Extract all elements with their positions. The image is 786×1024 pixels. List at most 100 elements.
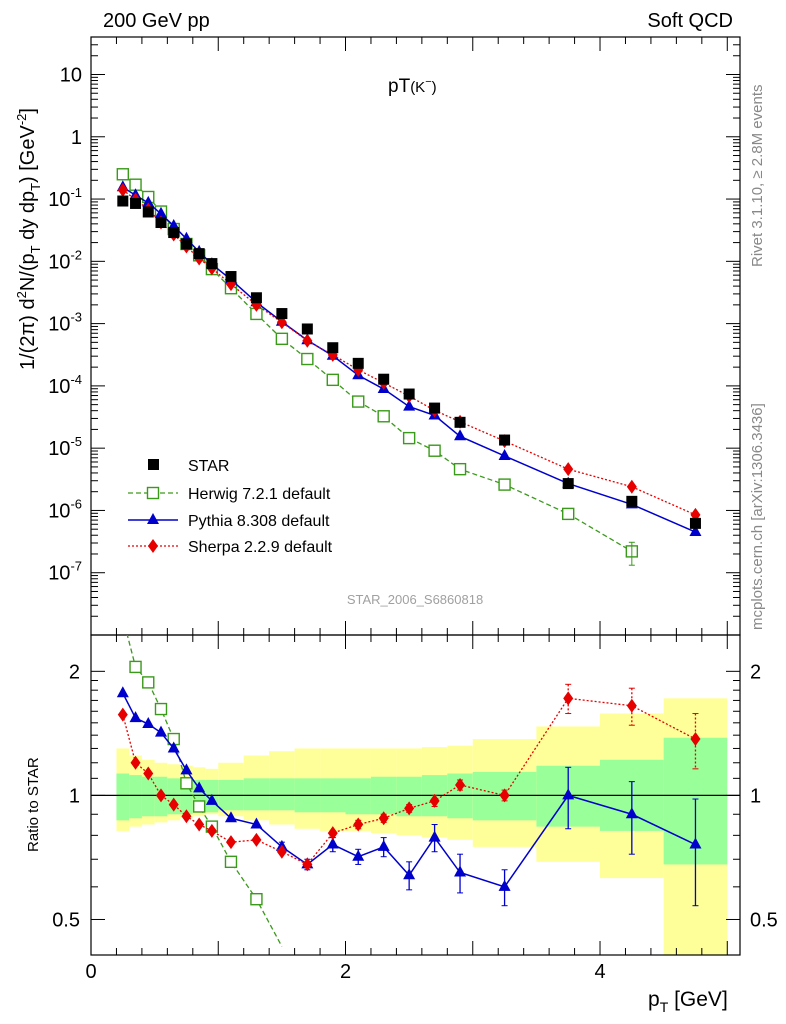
- ratio-point-herwig: [192, 800, 206, 813]
- main-point-herwig: [275, 332, 289, 346]
- main-point-star: [403, 388, 415, 400]
- y-tick-exponent: -3: [70, 310, 82, 325]
- main-point-star: [142, 206, 154, 218]
- x-axis-label: pT [GeV]: [648, 988, 728, 1015]
- y-tick-label: 10: [60, 64, 82, 86]
- side-text-mcplots: mcplots.cern.ch [arXiv:1306.3436]: [749, 403, 766, 630]
- ratio-point-pythia: [224, 811, 237, 823]
- main-point-herwig: [326, 373, 339, 387]
- ratio-point-pythia: [180, 763, 193, 775]
- main-point-sherpa: [117, 182, 128, 197]
- y-tick-label: 10-3: [48, 310, 82, 336]
- main-point-herwig: [562, 507, 575, 521]
- x-tick-label: 0: [85, 961, 96, 983]
- ratio-point-sherpa: [117, 707, 128, 722]
- main-point-sherpa: [302, 333, 313, 348]
- main-point-star: [130, 197, 142, 209]
- y-tick-label: 10-6: [48, 496, 82, 522]
- ratio-point-herwig: [250, 892, 263, 906]
- ratio-point-pythia: [142, 717, 155, 729]
- main-point-pythia: [154, 206, 167, 218]
- main-point-star: [117, 195, 129, 207]
- ratio-point-sherpa: [626, 698, 637, 713]
- y-tick-exponent: -6: [70, 496, 82, 511]
- main-point-star: [499, 434, 511, 446]
- ratio-point-herwig: [224, 855, 238, 869]
- legend-label-sherpa: Sherpa 2.2.9 default: [188, 539, 333, 556]
- ratio-point-sherpa: [155, 788, 166, 803]
- band-inner-bin: [269, 778, 295, 811]
- ratio-y-tick-label: 2: [69, 661, 80, 683]
- main-point-star: [327, 342, 339, 354]
- main-point-star: [180, 238, 192, 250]
- ratio-point-pythia: [403, 868, 416, 880]
- ratio-line-sherpa: [122, 697, 696, 866]
- ratio-point-sherpa: [690, 732, 701, 747]
- ratio-point-herwig: [154, 702, 168, 716]
- y-tick-label: 10-7: [48, 559, 82, 585]
- main-point-star: [250, 292, 262, 304]
- main-point-herwig: [402, 431, 416, 445]
- ratio-point-pythia: [116, 686, 129, 698]
- y-tick-label: 10-5: [48, 434, 82, 460]
- main-point-star: [454, 416, 466, 428]
- ratio-point-pythia: [377, 839, 390, 851]
- ratio-point-pythia: [625, 807, 638, 819]
- main-point-pythia: [403, 399, 416, 411]
- legend-marker-pythia: [147, 513, 159, 524]
- main-point-herwig: [428, 444, 441, 457]
- ratio-point-pythia: [250, 817, 263, 829]
- main-point-star: [352, 357, 364, 369]
- y-tick-label: 10-1: [48, 185, 82, 211]
- legend-label-pythia: Pythia 8.308 default: [188, 513, 330, 530]
- legend-label-star: STAR: [188, 458, 229, 475]
- ratio-y-tick-label: 1: [69, 785, 80, 807]
- axis-ticks: 10-7 10-6 10-5 10-4 10-3 10-2 10-1 1 10 0.5 0.5 1 1 2…: [48, 36, 778, 983]
- x-tick-label: 2: [340, 961, 351, 983]
- y-tick-label: 10-2: [48, 247, 82, 273]
- main-point-pythia: [689, 525, 702, 537]
- header-right: Soft QCD: [647, 10, 733, 32]
- band-inner-bin: [141, 776, 155, 817]
- main-point-pythia: [142, 195, 155, 207]
- ratio-y-tick-label-right: 0.5: [750, 909, 778, 931]
- ratio-point-sherpa: [353, 817, 364, 832]
- ratio-point-pythia: [193, 781, 206, 793]
- ratio-point-pythia: [689, 837, 702, 849]
- ratio-point-sherpa: [327, 826, 338, 841]
- ratio-point-pythia: [428, 830, 441, 842]
- y-tick-exponent: -1: [70, 185, 82, 200]
- ratio-point-pythia: [205, 793, 218, 805]
- legend-marker-herwig: [146, 486, 160, 500]
- ratio-point-sherpa: [378, 811, 389, 826]
- main-point-star: [378, 373, 390, 385]
- ratio-point-sherpa: [302, 857, 313, 872]
- band-inner-bin: [116, 773, 130, 821]
- main-point-pythia: [454, 429, 467, 441]
- main-point-herwig: [453, 462, 467, 476]
- main-point-star: [155, 217, 167, 229]
- ratio-point-sherpa: [276, 844, 287, 859]
- ratio-point-pythia: [129, 711, 142, 723]
- main-point-herwig: [352, 395, 365, 408]
- ratio-point-sherpa: [499, 788, 510, 803]
- x-tick-label: 4: [594, 961, 605, 983]
- y-tick-exponent: -7: [70, 559, 82, 574]
- main-point-star: [193, 248, 205, 260]
- ratio-point-pythia: [454, 865, 467, 877]
- chart-title: pT(K−): [388, 76, 437, 97]
- ratio-point-pythia: [562, 788, 575, 800]
- y-tick-exponent: -5: [70, 434, 82, 449]
- main-point-herwig: [116, 168, 130, 181]
- y-tick-exponent: -2: [70, 247, 82, 262]
- ratio-y-tick-label: 0.5: [52, 909, 80, 931]
- y-axis-label-ratio: Ratio to STAR: [25, 757, 42, 852]
- ratio-line-pythia: [122, 692, 696, 888]
- main-point-star: [276, 308, 288, 320]
- ratio-point-sherpa: [429, 793, 440, 808]
- legend: STAR Herwig 7.2.1 default Pythia 8.308 d…: [128, 458, 333, 556]
- main-point-star: [689, 517, 701, 529]
- main-point-sherpa: [626, 479, 637, 494]
- main-point-star: [562, 478, 574, 490]
